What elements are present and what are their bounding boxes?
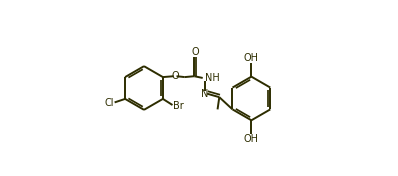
Text: Br: Br: [174, 101, 184, 111]
Text: O: O: [171, 71, 179, 81]
Text: OH: OH: [244, 134, 259, 144]
Text: OH: OH: [244, 53, 259, 63]
Text: O: O: [191, 47, 199, 57]
Text: N: N: [201, 89, 208, 99]
Text: NH: NH: [205, 73, 220, 83]
Text: Cl: Cl: [104, 98, 114, 108]
